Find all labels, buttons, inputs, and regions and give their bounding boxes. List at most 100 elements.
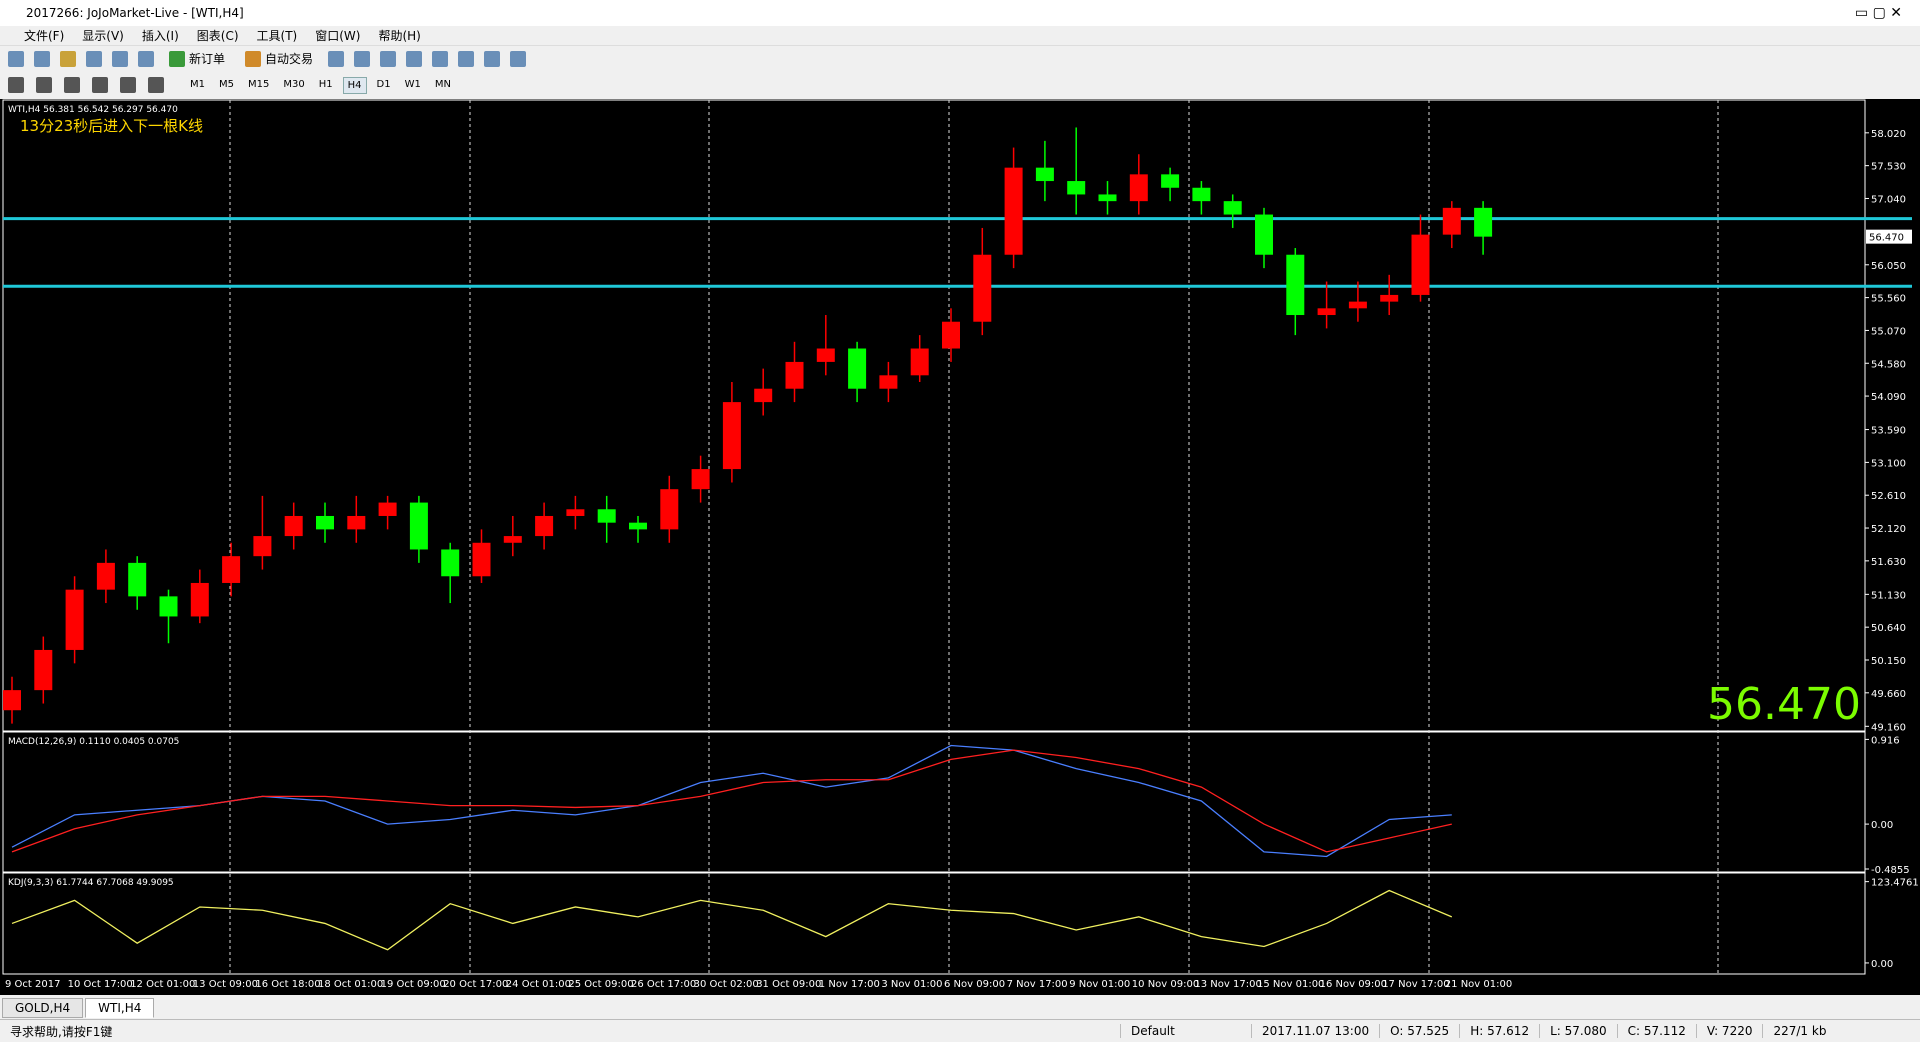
candle-body — [472, 542, 491, 577]
price-tick-label: 52.120 — [1871, 524, 1906, 535]
price-tick-label: 50.640 — [1871, 623, 1906, 634]
tool-icon[interactable] — [484, 50, 501, 67]
menu-item[interactable]: 显示(V) — [82, 28, 124, 43]
timeframe-button[interactable]: H1 — [318, 78, 333, 90]
candle-body — [942, 321, 960, 349]
time-label: 19 Oct 09:00 — [381, 979, 446, 990]
pane-frame — [2, 99, 1866, 732]
time-label: 13 Oct 09:00 — [193, 979, 258, 990]
candle-body — [816, 348, 835, 362]
menu-item[interactable]: 工具(T) — [256, 28, 298, 43]
menu-item[interactable]: 帮助(H) — [378, 28, 421, 43]
menu-item[interactable]: 插入(I) — [141, 28, 179, 43]
tool-icon[interactable] — [64, 77, 80, 93]
tool-icon[interactable] — [36, 77, 52, 93]
time-label: 7 Nov 17:00 — [1007, 979, 1068, 990]
timeframe-button[interactable]: MN — [434, 78, 451, 90]
tool-icon[interactable] — [328, 50, 345, 67]
candle-body — [1035, 167, 1054, 182]
candle-body — [409, 502, 428, 550]
tool-icon[interactable] — [120, 77, 136, 93]
price-tick-label: 58.020 — [1871, 129, 1906, 140]
chart-info: WTI,H4 56.381 56.542 56.297 56.470 — [8, 105, 178, 115]
price-tick-label: 54.580 — [1871, 359, 1906, 370]
tool-icon[interactable] — [8, 50, 24, 67]
tool-icon[interactable] — [432, 50, 449, 67]
candle-body — [660, 489, 679, 530]
price-tick-label: 54.090 — [1871, 392, 1906, 403]
tool-icon[interactable] — [138, 50, 154, 67]
menu-item[interactable]: 文件(F) — [24, 28, 65, 43]
candle-body — [1067, 181, 1086, 195]
kdj-title: KDJ(9,3,3) 61.7744 67.7068 49.9095 — [8, 878, 174, 888]
tool-icon[interactable] — [92, 77, 108, 93]
candle-body — [190, 582, 209, 617]
candle-body — [785, 361, 804, 389]
tool-icon[interactable] — [148, 77, 164, 93]
tool-icon[interactable] — [380, 50, 397, 67]
candle-body — [1411, 234, 1430, 295]
menu-item[interactable]: 窗口(W) — [315, 28, 361, 43]
tool-icon[interactable] — [510, 50, 527, 67]
timeframe-button[interactable]: M15 — [248, 78, 270, 90]
candle-body — [96, 562, 115, 590]
time-label: 16 Oct 18:00 — [255, 979, 320, 990]
chart-tab[interactable]: WTI,H4 — [85, 998, 155, 1018]
price-tick-label: 52.610 — [1871, 491, 1906, 502]
tool-icon[interactable] — [112, 50, 128, 67]
timeframe-button[interactable]: W1 — [404, 78, 421, 90]
time-label: 1 Nov 17:00 — [819, 979, 880, 990]
time-label: 13 Nov 17:00 — [1194, 979, 1261, 990]
candle-body — [879, 375, 898, 389]
button-label: 自动交易 — [265, 52, 314, 66]
tool-icon[interactable] — [406, 50, 423, 67]
chart-tab[interactable]: GOLD,H4 — [2, 998, 84, 1018]
candle-body — [378, 502, 397, 516]
candle-body — [535, 515, 554, 537]
price-tick-label: 56.050 — [1871, 261, 1906, 272]
status-volume: V: 7220 — [1695, 1024, 1763, 1038]
window-controls[interactable]: ▭ ▢ ✕ — [1854, 5, 1902, 21]
toolbar: 新订单 自动交易 — [0, 45, 1920, 71]
chart: 58.020 57.530 57.040 56.050 55.560 55.070 54.5… — [2, 99, 1919, 990]
new-order-button[interactable]: 新订单 — [164, 48, 230, 69]
tool-icon[interactable] — [458, 50, 475, 67]
candle-body — [910, 348, 929, 376]
timeframe-button[interactable]: M5 — [219, 78, 234, 90]
timeframe-button[interactable]: M30 — [283, 78, 305, 90]
toolbar: M1 M5 M15 M30 H1 H4 D1 W1 MN — [0, 73, 1920, 97]
price-tick-label: 55.560 — [1871, 294, 1906, 305]
price-tick-label: 57.040 — [1871, 194, 1906, 205]
tool-icon[interactable] — [354, 50, 371, 67]
candle-body — [1442, 207, 1461, 235]
timeframe-button[interactable]: M1 — [190, 78, 205, 90]
tool-icon[interactable] — [86, 50, 102, 67]
time-label: 31 Oct 09:00 — [756, 979, 821, 990]
time-label: 17 Nov 17:00 — [1382, 979, 1449, 990]
tool-icon[interactable] — [60, 50, 76, 67]
candle-body — [253, 536, 272, 557]
timeframe-button[interactable]: D1 — [376, 78, 391, 90]
candle-body — [1192, 187, 1211, 202]
candle-body — [1098, 194, 1117, 202]
status-traffic: 227/1 kb — [1762, 1024, 1836, 1038]
candle-body — [973, 254, 992, 322]
candle-body — [3, 690, 21, 711]
status-close: C: 57.112 — [1616, 1024, 1696, 1038]
candle-body — [754, 388, 773, 403]
candle-body — [1004, 167, 1023, 255]
time-label: 20 Oct 17:00 — [443, 979, 508, 990]
auto-trade-button[interactable]: 自动交易 — [240, 48, 318, 69]
menu-bar: 文件(F) 显示(V) 插入(I) 图表(C) 工具(T) 窗口(W) 帮助(H… — [0, 26, 1920, 44]
menu-item[interactable]: 图表(C) — [196, 28, 239, 43]
timeframe-button[interactable]: H4 — [342, 76, 367, 94]
status-low: L: 57.080 — [1539, 1024, 1617, 1038]
macd-tick-label: 0.00 — [1871, 820, 1893, 831]
candle-body — [1380, 294, 1399, 302]
price-tick-label: 55.070 — [1871, 326, 1906, 337]
price-tick-label: 49.660 — [1871, 689, 1906, 700]
price-tick-label: 57.530 — [1871, 162, 1906, 173]
tool-icon[interactable] — [34, 50, 50, 67]
tool-icon[interactable] — [8, 77, 24, 93]
price-tick-label: 50.150 — [1871, 656, 1906, 667]
